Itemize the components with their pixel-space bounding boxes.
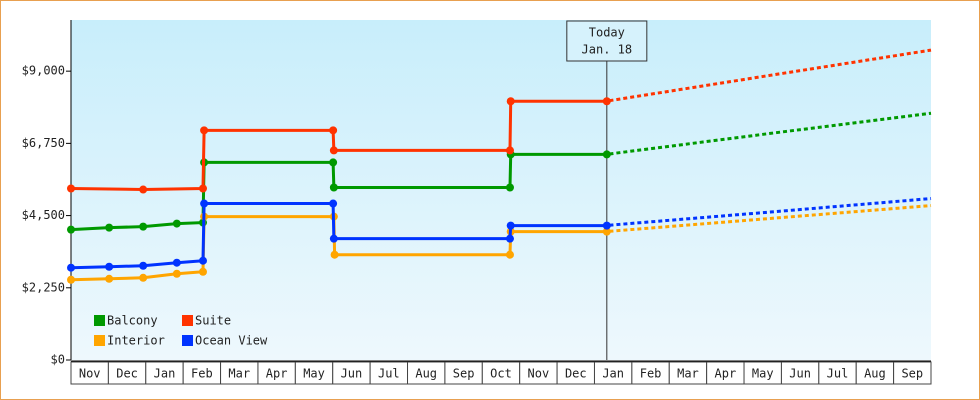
legend-swatch bbox=[94, 335, 105, 346]
data-point bbox=[506, 97, 515, 106]
plot-area bbox=[71, 20, 931, 360]
legend-label: Balcony bbox=[107, 314, 158, 328]
data-point bbox=[329, 183, 338, 192]
data-point bbox=[105, 223, 114, 232]
y-tick-label: $2,250 bbox=[22, 280, 65, 294]
legend-label: Ocean View bbox=[195, 334, 268, 348]
x-tick-label: Oct bbox=[490, 367, 512, 381]
data-point bbox=[506, 221, 515, 230]
data-point bbox=[329, 199, 338, 208]
x-tick-label: Jan bbox=[602, 367, 624, 381]
data-point bbox=[67, 225, 75, 234]
x-tick-label: Nov bbox=[79, 367, 101, 381]
x-tick-label: Jun bbox=[789, 367, 811, 381]
x-tick-label: Dec bbox=[116, 367, 138, 381]
x-tick-label: Sep bbox=[453, 367, 475, 381]
x-tick-label: May bbox=[752, 367, 774, 381]
x-tick-label: Dec bbox=[565, 367, 587, 381]
y-tick-label: $4,500 bbox=[22, 208, 65, 222]
x-tick-label: Apr bbox=[715, 367, 737, 381]
data-point bbox=[172, 269, 181, 278]
data-point bbox=[329, 234, 338, 243]
data-point bbox=[602, 97, 611, 106]
data-point bbox=[198, 267, 207, 276]
data-point bbox=[200, 199, 209, 208]
data-point bbox=[172, 219, 181, 228]
data-point bbox=[505, 234, 514, 243]
x-tick-label: Aug bbox=[415, 367, 437, 381]
data-point bbox=[602, 150, 611, 159]
forecast-line bbox=[609, 48, 932, 103]
legend-label: Suite bbox=[195, 314, 231, 328]
x-tick-label: Feb bbox=[191, 367, 213, 381]
forecast-line bbox=[609, 197, 932, 227]
data-point bbox=[67, 275, 75, 284]
y-tick-label: $9,000 bbox=[22, 64, 65, 78]
forecast-line bbox=[609, 204, 932, 233]
data-point bbox=[602, 221, 611, 230]
x-tick-label: Mar bbox=[677, 367, 699, 381]
data-point bbox=[67, 184, 75, 193]
data-point bbox=[105, 274, 114, 283]
x-tick-label: Nov bbox=[528, 367, 550, 381]
data-point bbox=[330, 250, 339, 259]
x-tick-label: May bbox=[303, 367, 325, 381]
x-tick-label: Apr bbox=[266, 367, 288, 381]
today-label: Jan. 18 bbox=[582, 43, 633, 57]
data-point bbox=[198, 256, 207, 265]
x-tick-label: Feb bbox=[640, 367, 662, 381]
data-point bbox=[505, 146, 514, 155]
forecast-line bbox=[609, 111, 932, 156]
data-point bbox=[105, 262, 114, 271]
x-tick-label: Aug bbox=[864, 367, 886, 381]
legend-swatch bbox=[182, 335, 193, 346]
legend-swatch bbox=[94, 315, 105, 326]
y-tick-label: $0 bbox=[51, 353, 65, 367]
today-box bbox=[566, 20, 648, 62]
x-tick-label: Jun bbox=[341, 367, 363, 381]
x-tick-label: Jul bbox=[827, 367, 849, 381]
data-point bbox=[198, 184, 207, 193]
data-point bbox=[329, 126, 338, 135]
data-point bbox=[505, 250, 514, 259]
x-tick-label: Jul bbox=[378, 367, 400, 381]
y-tick-label: $6,750 bbox=[22, 136, 65, 150]
legend-swatch bbox=[182, 315, 193, 326]
data-point bbox=[139, 185, 148, 194]
data-point bbox=[505, 183, 514, 192]
today-label: Today bbox=[589, 26, 625, 40]
x-tick-label: Sep bbox=[901, 367, 923, 381]
x-tick-label: Mar bbox=[228, 367, 250, 381]
x-tick-label: Jan bbox=[154, 367, 176, 381]
legend-label: Interior bbox=[107, 334, 165, 348]
data-point bbox=[602, 227, 611, 236]
data-point bbox=[329, 146, 338, 155]
data-point bbox=[172, 258, 181, 267]
data-point bbox=[139, 222, 148, 231]
data-point bbox=[139, 261, 148, 270]
month-cell bbox=[893, 361, 932, 385]
data-point bbox=[139, 273, 148, 282]
data-point bbox=[329, 158, 338, 167]
data-point bbox=[67, 263, 75, 272]
data-point bbox=[200, 126, 209, 135]
